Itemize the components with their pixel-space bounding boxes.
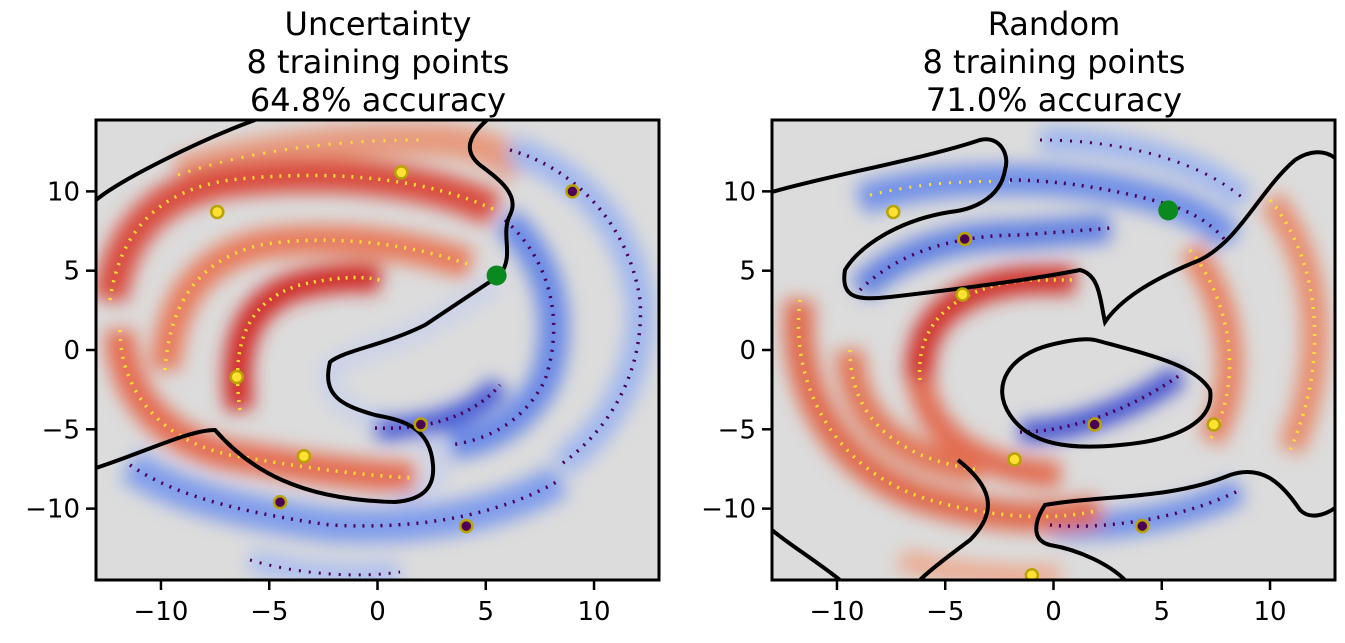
x-tick-label: 0 <box>369 597 386 627</box>
training-point <box>413 417 429 432</box>
training-point <box>957 231 972 247</box>
data-points-class-1 <box>128 148 643 577</box>
chart-title-line-2: 8 training points <box>923 43 1186 81</box>
panel-uncertainty: Uncertainty 8 training points 64.8% accu… <box>25 5 661 627</box>
x-tick-label: −10 <box>134 597 189 627</box>
x-tick-label: 0 <box>1045 597 1062 627</box>
y-tick-label: −10 <box>25 495 80 525</box>
data-points-class-0 <box>796 179 1317 519</box>
training-point <box>394 165 409 180</box>
training-point <box>955 287 970 302</box>
chart-title-line-2: 8 training points <box>247 43 510 81</box>
training-point <box>565 184 580 199</box>
y-tick-label: −5 <box>718 415 756 445</box>
training-points <box>886 204 1221 580</box>
training-point <box>210 204 225 220</box>
training-point <box>1206 417 1221 432</box>
x-tick-label: 10 <box>577 597 610 627</box>
y-tick-label: −10 <box>701 495 756 525</box>
decision-boundary <box>96 120 515 505</box>
training-points <box>210 165 580 534</box>
training-point <box>1024 567 1040 580</box>
axis-ticks: −10 −5 0 5 10 −10 −5 0 5 10 <box>25 177 610 627</box>
data-points-class-0 <box>108 138 496 480</box>
y-tick-label: 0 <box>739 336 756 366</box>
next-query-points <box>1158 200 1179 221</box>
x-tick-label: −10 <box>810 597 865 627</box>
training-point <box>296 449 312 464</box>
y-tick-label: 0 <box>63 336 80 366</box>
plot-area <box>96 120 659 580</box>
chart-title-line-3: 71.0% accuracy <box>926 81 1182 119</box>
chart-title-line-1: Uncertainty <box>285 5 472 43</box>
y-tick-label: 10 <box>47 177 80 207</box>
chart-title-line-3: 64.8% accuracy <box>250 81 506 119</box>
training-point <box>1087 417 1102 432</box>
training-point <box>272 495 288 510</box>
y-tick-label: −5 <box>42 415 80 445</box>
x-tick-label: −5 <box>926 597 964 627</box>
training-point <box>459 518 474 534</box>
y-tick-label: 5 <box>739 257 756 287</box>
x-tick-label: −5 <box>250 597 288 627</box>
next-query-point <box>1158 200 1179 221</box>
training-point <box>229 369 244 385</box>
x-tick-label: 5 <box>477 597 494 627</box>
training-point <box>886 204 901 220</box>
next-query-points <box>486 265 507 286</box>
y-tick-label: 5 <box>63 257 80 287</box>
training-point <box>1007 452 1022 467</box>
y-tick-label: 10 <box>723 177 756 207</box>
plot-area <box>772 120 1335 580</box>
training-point <box>1135 518 1150 534</box>
panel-random: Random 8 training points 71.0% accuracy <box>701 5 1337 627</box>
x-tick-label: 5 <box>1153 597 1170 627</box>
x-tick-label: 10 <box>1253 597 1286 627</box>
next-query-point <box>486 265 507 286</box>
chart-title-line-1: Random <box>988 5 1120 43</box>
decision-boundary <box>772 137 1335 580</box>
axis-ticks: −10 −5 0 5 10 −10 −5 0 5 10 <box>701 177 1286 627</box>
